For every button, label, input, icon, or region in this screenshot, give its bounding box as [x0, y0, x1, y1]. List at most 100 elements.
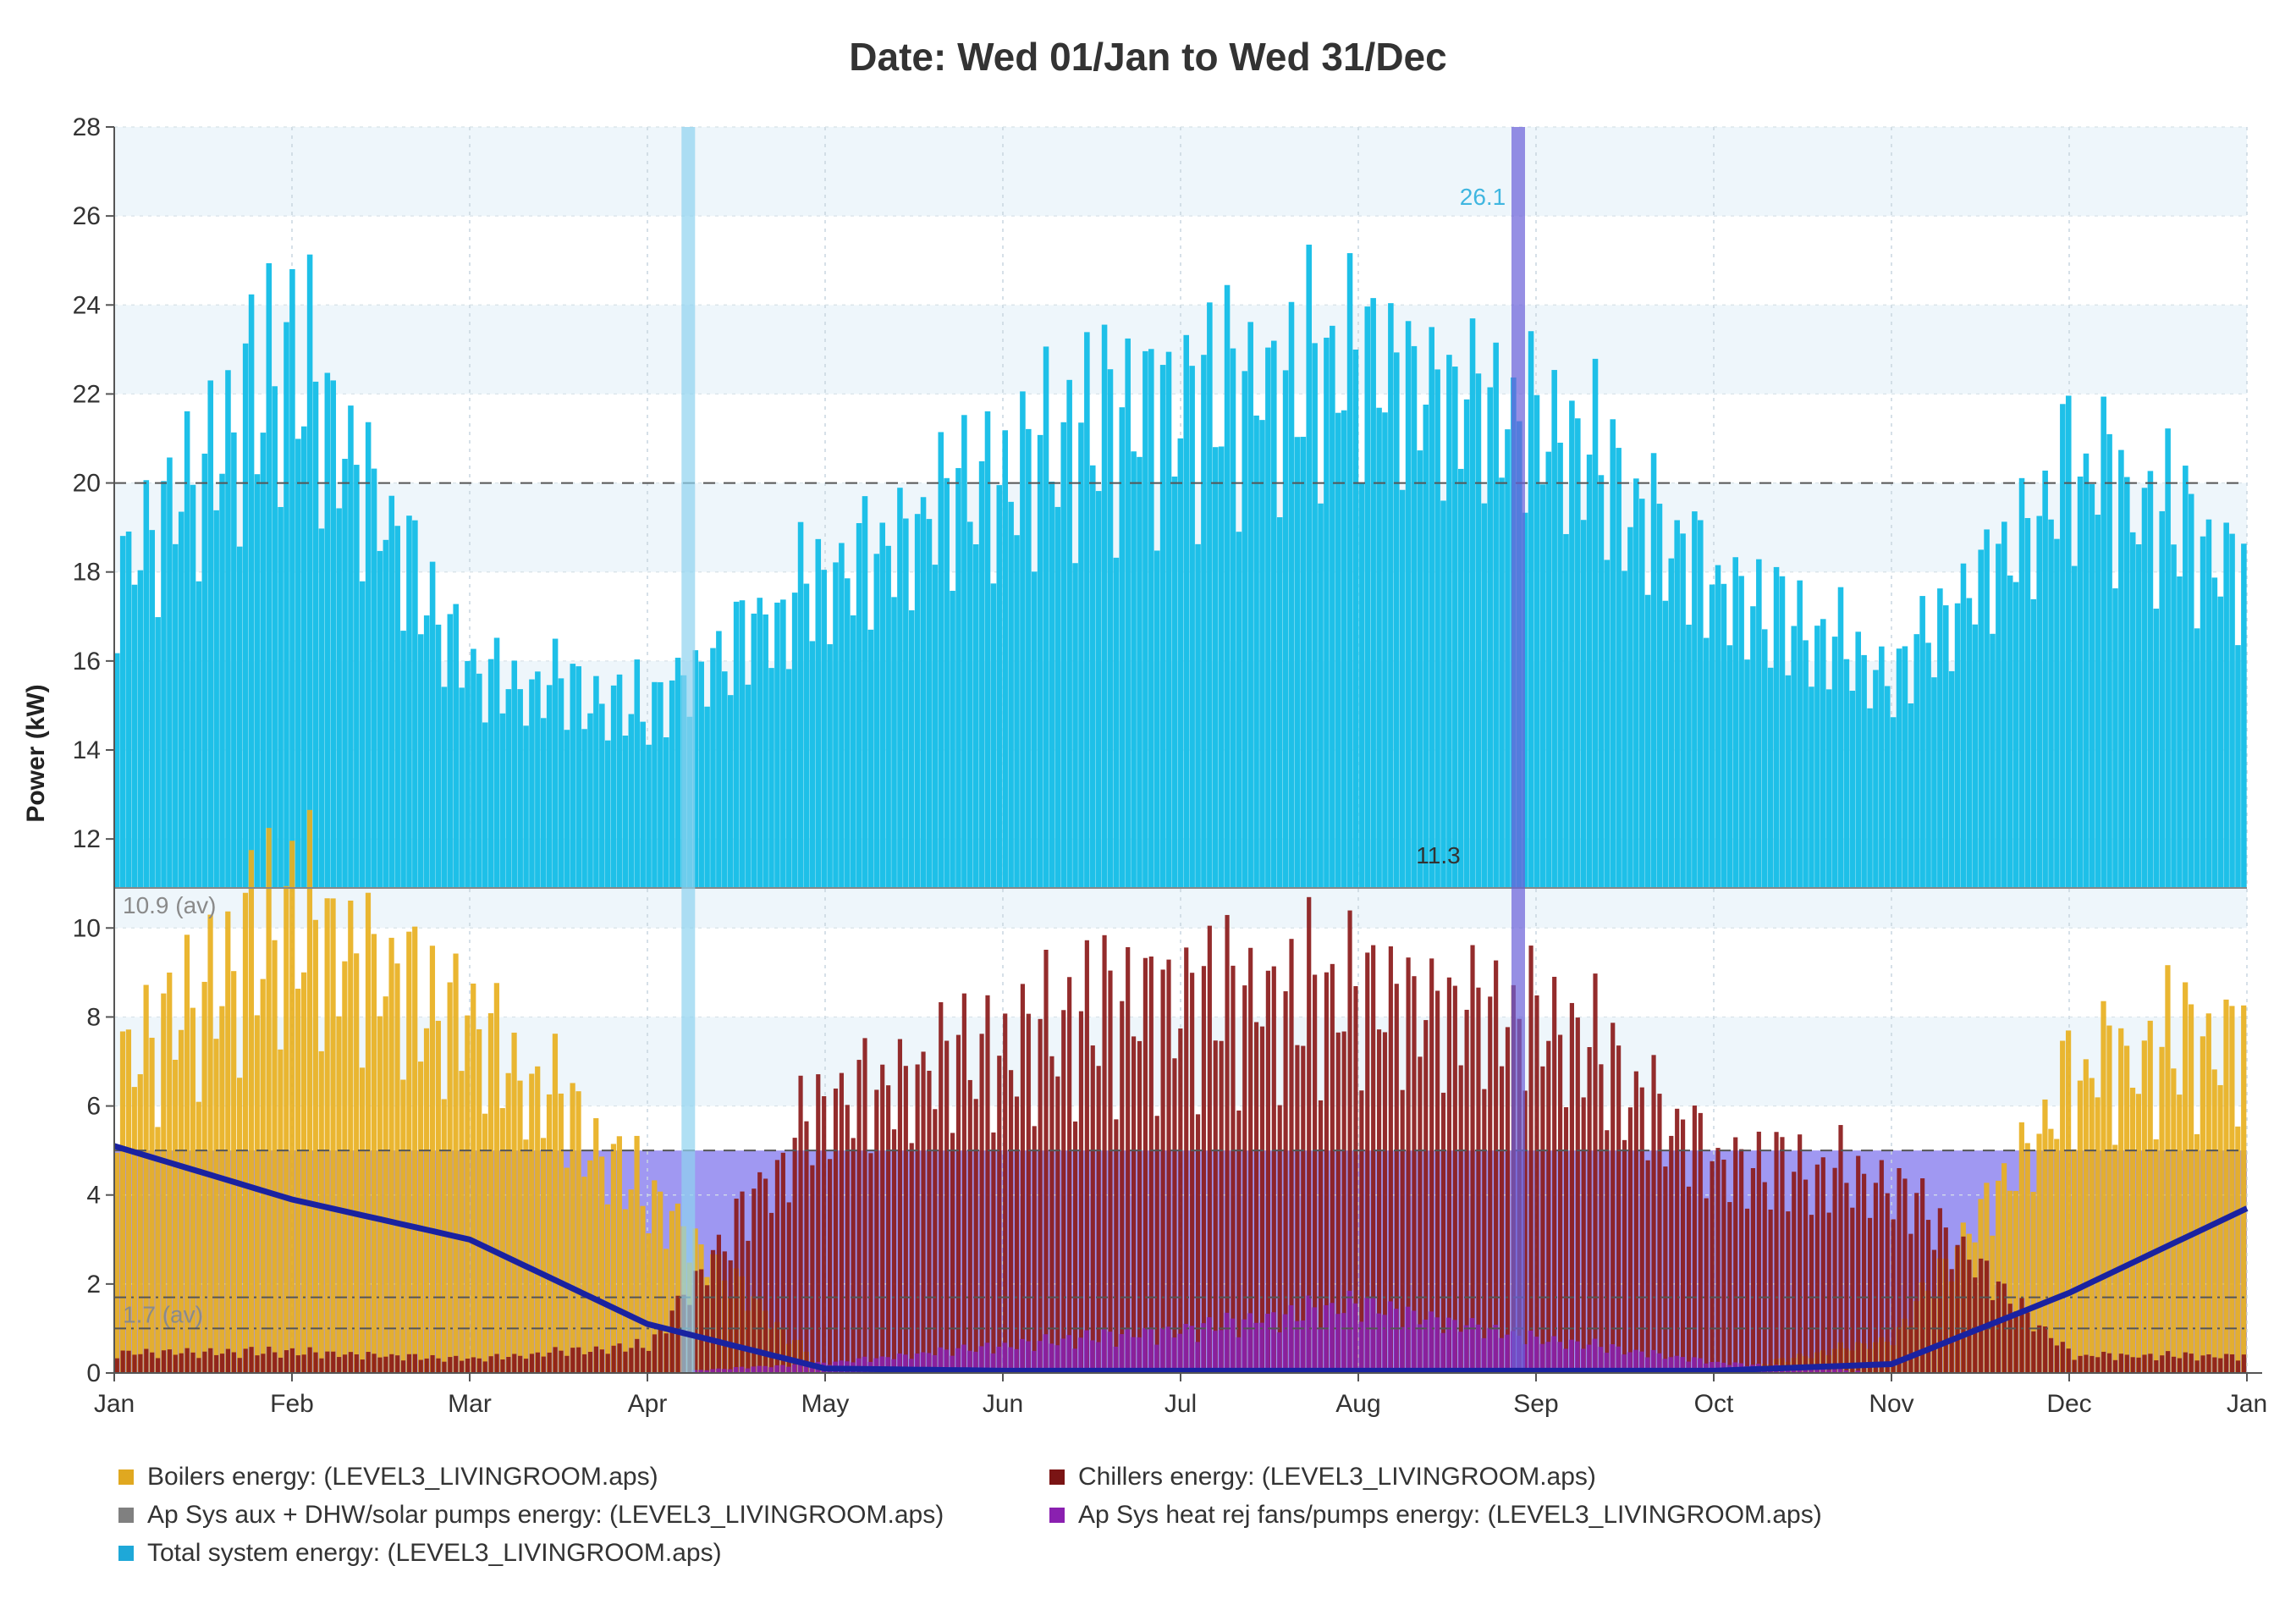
heat-rej-energy-bar	[1604, 1353, 1610, 1373]
total-energy-bar	[435, 624, 442, 888]
chillers-energy-bar	[1242, 985, 1247, 1373]
chillers-energy-bar	[1744, 1208, 1750, 1373]
total-energy-bar	[499, 713, 506, 888]
y-tick-label: 24	[73, 291, 101, 319]
chillers-energy-bar	[2183, 1352, 2188, 1373]
total-energy-bar	[593, 675, 599, 888]
total-energy-bar	[219, 473, 225, 888]
total-energy-bar	[652, 681, 658, 888]
boilers-energy-bar	[114, 1152, 120, 1373]
chillers-energy-bar	[961, 993, 966, 1373]
boilers-energy-bar	[447, 982, 453, 1373]
chillers-energy-bar	[1967, 1260, 1972, 1373]
chillers-energy-bar	[120, 1350, 125, 1373]
total-energy-bar	[1405, 321, 1412, 888]
chillers-energy-bar	[1657, 1094, 1662, 1373]
heat-rej-energy-bar	[774, 1365, 779, 1373]
date-marker	[681, 127, 696, 1373]
total-energy-bar	[768, 668, 774, 888]
boilers-energy-bar	[2118, 1028, 2124, 1373]
boilers-energy-bar	[318, 1050, 324, 1373]
heat-rej-energy-bar	[926, 1353, 932, 1373]
heat-rej-energy-bar	[1580, 1348, 1586, 1373]
boilers-energy-bar	[248, 850, 255, 1373]
chillers-energy-bar	[1207, 925, 1212, 1373]
chillers-energy-bar	[2078, 1355, 2083, 1373]
heat-rej-energy-bar	[1656, 1353, 1662, 1373]
chillers-energy-bar	[1710, 1161, 1715, 1373]
total-energy-bar	[289, 268, 295, 888]
total-energy-bar	[2101, 396, 2106, 888]
boilers-energy-bar	[2165, 965, 2171, 1373]
boilers-energy-bar	[669, 1210, 675, 1373]
total-energy-bar	[1265, 347, 1271, 888]
chillers-energy-bar	[2224, 1354, 2229, 1373]
chillers-energy-bar	[2013, 1311, 2018, 1373]
total-energy-bar	[1732, 557, 1738, 888]
total-energy-bar	[1779, 576, 1786, 888]
chillers-energy-bar	[1055, 1076, 1060, 1373]
chillers-energy-bar	[1809, 1215, 1814, 1373]
chillers-energy-bar	[2106, 1353, 2112, 1373]
boilers-energy-bar	[2177, 1094, 2183, 1373]
total-energy-bar	[1242, 371, 1248, 888]
heat-rej-energy-bar	[1405, 1306, 1411, 1373]
chillers-energy-bar	[1330, 963, 1335, 1373]
legend-swatch	[1049, 1469, 1065, 1485]
total-energy-bar	[2060, 404, 2066, 888]
chillers-energy-bar	[1698, 1112, 1703, 1373]
heat-rej-energy-bar	[1680, 1357, 1685, 1373]
heat-rej-energy-bar	[1236, 1337, 1242, 1373]
chillers-energy-bar	[1423, 1020, 1429, 1373]
chillers-energy-bar	[1172, 1058, 1177, 1373]
chillers-energy-bar	[1418, 1056, 1423, 1373]
total-energy-bar	[254, 474, 261, 888]
total-energy-bar	[827, 644, 833, 888]
total-energy-bar	[1744, 659, 1750, 888]
total-energy-bar	[2083, 453, 2090, 888]
total-energy-bar	[1656, 504, 1663, 888]
chillers-energy-bar	[1569, 1002, 1574, 1373]
heat-rej-energy-bar	[1429, 1311, 1434, 1373]
total-energy-bar	[272, 386, 278, 888]
chillers-energy-bar	[518, 1355, 523, 1373]
boilers-energy-bar	[342, 961, 348, 1373]
total-energy-bar	[1803, 640, 1809, 888]
chillers-energy-bar	[1154, 1116, 1159, 1373]
boilers-energy-bar	[137, 1074, 143, 1373]
boilers-energy-bar	[610, 1144, 617, 1373]
y-tick-label: 0	[86, 1359, 101, 1387]
chillers-energy-bar	[1611, 1023, 1616, 1373]
total-energy-bar	[143, 480, 150, 888]
boilers-energy-bar	[511, 1032, 517, 1373]
chillers-energy-bar	[967, 1079, 972, 1373]
chillers-energy-bar	[605, 1354, 610, 1373]
boilers-energy-bar	[2147, 1020, 2153, 1373]
total-energy-bar	[1580, 520, 1587, 888]
total-energy-bar	[1954, 603, 1961, 888]
x-tick-label: Oct	[1694, 1390, 1734, 1418]
chillers-energy-bar	[710, 1249, 716, 1373]
total-energy-bar	[471, 648, 476, 888]
chillers-energy-bar	[1633, 1071, 1638, 1373]
heat-rej-energy-bar	[1463, 1325, 1469, 1373]
total-energy-bar	[1913, 634, 1920, 888]
y-tick-label: 14	[73, 736, 101, 764]
boilers-energy-bar	[499, 1108, 505, 1373]
total-energy-bar	[388, 495, 395, 888]
total-energy-bar	[406, 516, 412, 888]
chillers-energy-bar	[1195, 1114, 1201, 1373]
total-energy-bar	[1282, 370, 1289, 888]
x-tick-label: May	[801, 1390, 850, 1418]
y-tick-label: 26	[73, 202, 101, 230]
total-energy-bar	[167, 457, 173, 888]
y-tick-label: 12	[73, 825, 101, 853]
heat-rej-energy-bar	[803, 1364, 809, 1373]
total-energy-bar	[1633, 478, 1639, 888]
total-energy-bar	[1066, 379, 1072, 888]
heat-rej-energy-bar	[1078, 1337, 1083, 1373]
total-energy-bar	[2141, 488, 2148, 888]
total-energy-bar	[1002, 430, 1008, 888]
chillers-energy-bar	[284, 1350, 289, 1373]
x-tick-label: Jun	[983, 1390, 1023, 1418]
